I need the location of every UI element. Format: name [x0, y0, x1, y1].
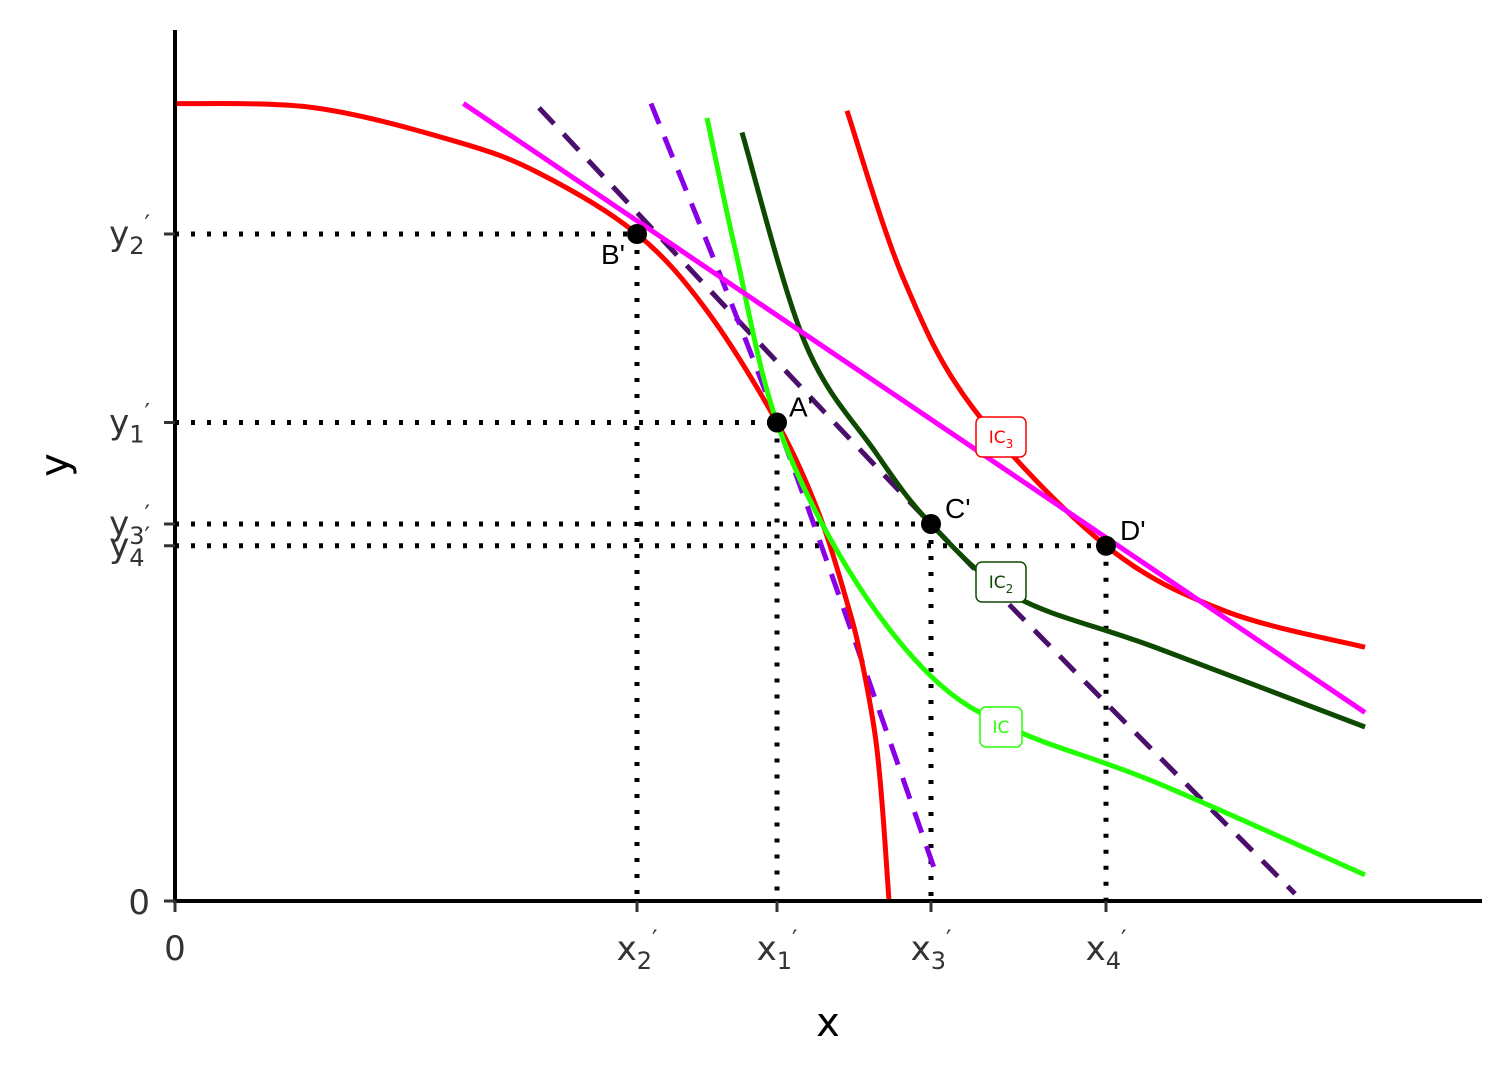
y-tick-label-sub-3: 4: [129, 544, 144, 572]
x-tick-label-base-3: x: [1086, 929, 1106, 969]
point-marker-1: [627, 224, 647, 244]
y-tick-label-base-3: y: [109, 526, 129, 566]
curve-label-base-1: IC: [989, 573, 1006, 593]
series-line-3: [844, 109, 1366, 650]
x-tick-label-base-1: x: [757, 929, 777, 969]
x-tick-label-base-2: x: [911, 929, 931, 969]
curve-label-box-1: [975, 561, 1027, 603]
curve-label-box-2: [975, 416, 1027, 458]
y-tick-label-1: y1′: [109, 399, 150, 449]
point-label-2: C': [945, 493, 971, 524]
y-tick-label-3: y4′: [109, 522, 150, 572]
axes-group: 0 0 x y: [32, 30, 1482, 1046]
curve-label-sub-1: 2: [1006, 582, 1014, 596]
series-line-0: [174, 101, 892, 902]
point-marker-2: [921, 514, 941, 534]
series-line-6: [537, 106, 1297, 896]
curves-group: [174, 101, 1367, 902]
x-axis-title: x: [816, 1000, 840, 1046]
y-tick-label-base-1: y: [109, 403, 129, 443]
x-tick-label-sup-2: ′: [946, 925, 951, 953]
y-tick-label-base-0: y: [109, 214, 129, 254]
y-tick-label-sup-2: ′: [145, 500, 150, 528]
x-tick-label-1: x1′: [757, 925, 798, 975]
x-tick-label-sub-3: 4: [1106, 947, 1121, 975]
x-tick-label-2: x3′: [911, 925, 952, 975]
point-label-1: B': [601, 239, 625, 270]
x-tick-label-sub-0: 2: [637, 947, 652, 975]
x-tick-label-3: x4′: [1086, 925, 1127, 975]
y-tick-label-0: y2′: [109, 210, 150, 260]
y-origin-label: 0: [128, 883, 150, 923]
point-label-0: A': [789, 392, 813, 423]
series-line-4: [462, 101, 1367, 715]
y-tick-label-sup-0: ′: [145, 210, 150, 238]
y-tick-label-2: y3′: [109, 500, 150, 550]
curve-label-base-0: IC: [993, 718, 1010, 738]
curve-label-sub-2: 3: [1006, 437, 1014, 451]
x-tick-label-sub-2: 3: [931, 947, 946, 975]
curve-label-2: IC3: [989, 428, 1014, 451]
y-tick-label-sub-2: 3: [129, 522, 144, 550]
y-tick-label-sup-3: ′: [145, 522, 150, 550]
curve-label-1: IC2: [989, 573, 1014, 596]
points-group: A' B' C' D': [601, 224, 1146, 556]
curve-label-0: IC: [993, 718, 1010, 738]
y-tick-label-sub-0: 2: [129, 232, 144, 260]
y-tick-label-base-2: y: [109, 504, 129, 544]
x-tick-label-sup-0: ′: [652, 925, 657, 953]
x-tick-label-sup-1: ′: [792, 925, 797, 953]
series-line-2: [739, 131, 1366, 730]
x-origin-label: 0: [164, 929, 186, 969]
curve-label-base-2: IC: [989, 428, 1006, 448]
y-tick-label-sub-1: 1: [129, 421, 144, 449]
x-tick-label-base-0: x: [617, 929, 637, 969]
y-tick-label-sup-1: ′: [145, 399, 150, 427]
x-tick-label-0: x2′: [617, 925, 658, 975]
point-marker-3: [1096, 535, 1116, 556]
guide-lines-group: [175, 231, 1109, 901]
x-tick-label-sub-1: 1: [777, 947, 792, 975]
series-line-1: [704, 117, 1367, 878]
series-line-5: [648, 102, 941, 881]
point-marker-0: [767, 412, 787, 433]
ticks-group: x2′ x1′ x3′ x4′y2′y1′y3′y4′: [109, 210, 1126, 975]
x-tick-label-sup-3: ′: [1121, 925, 1126, 953]
point-label-3: D': [1120, 515, 1146, 546]
y-axis-title: y: [32, 453, 78, 477]
curve-label-box-0: [979, 706, 1023, 748]
